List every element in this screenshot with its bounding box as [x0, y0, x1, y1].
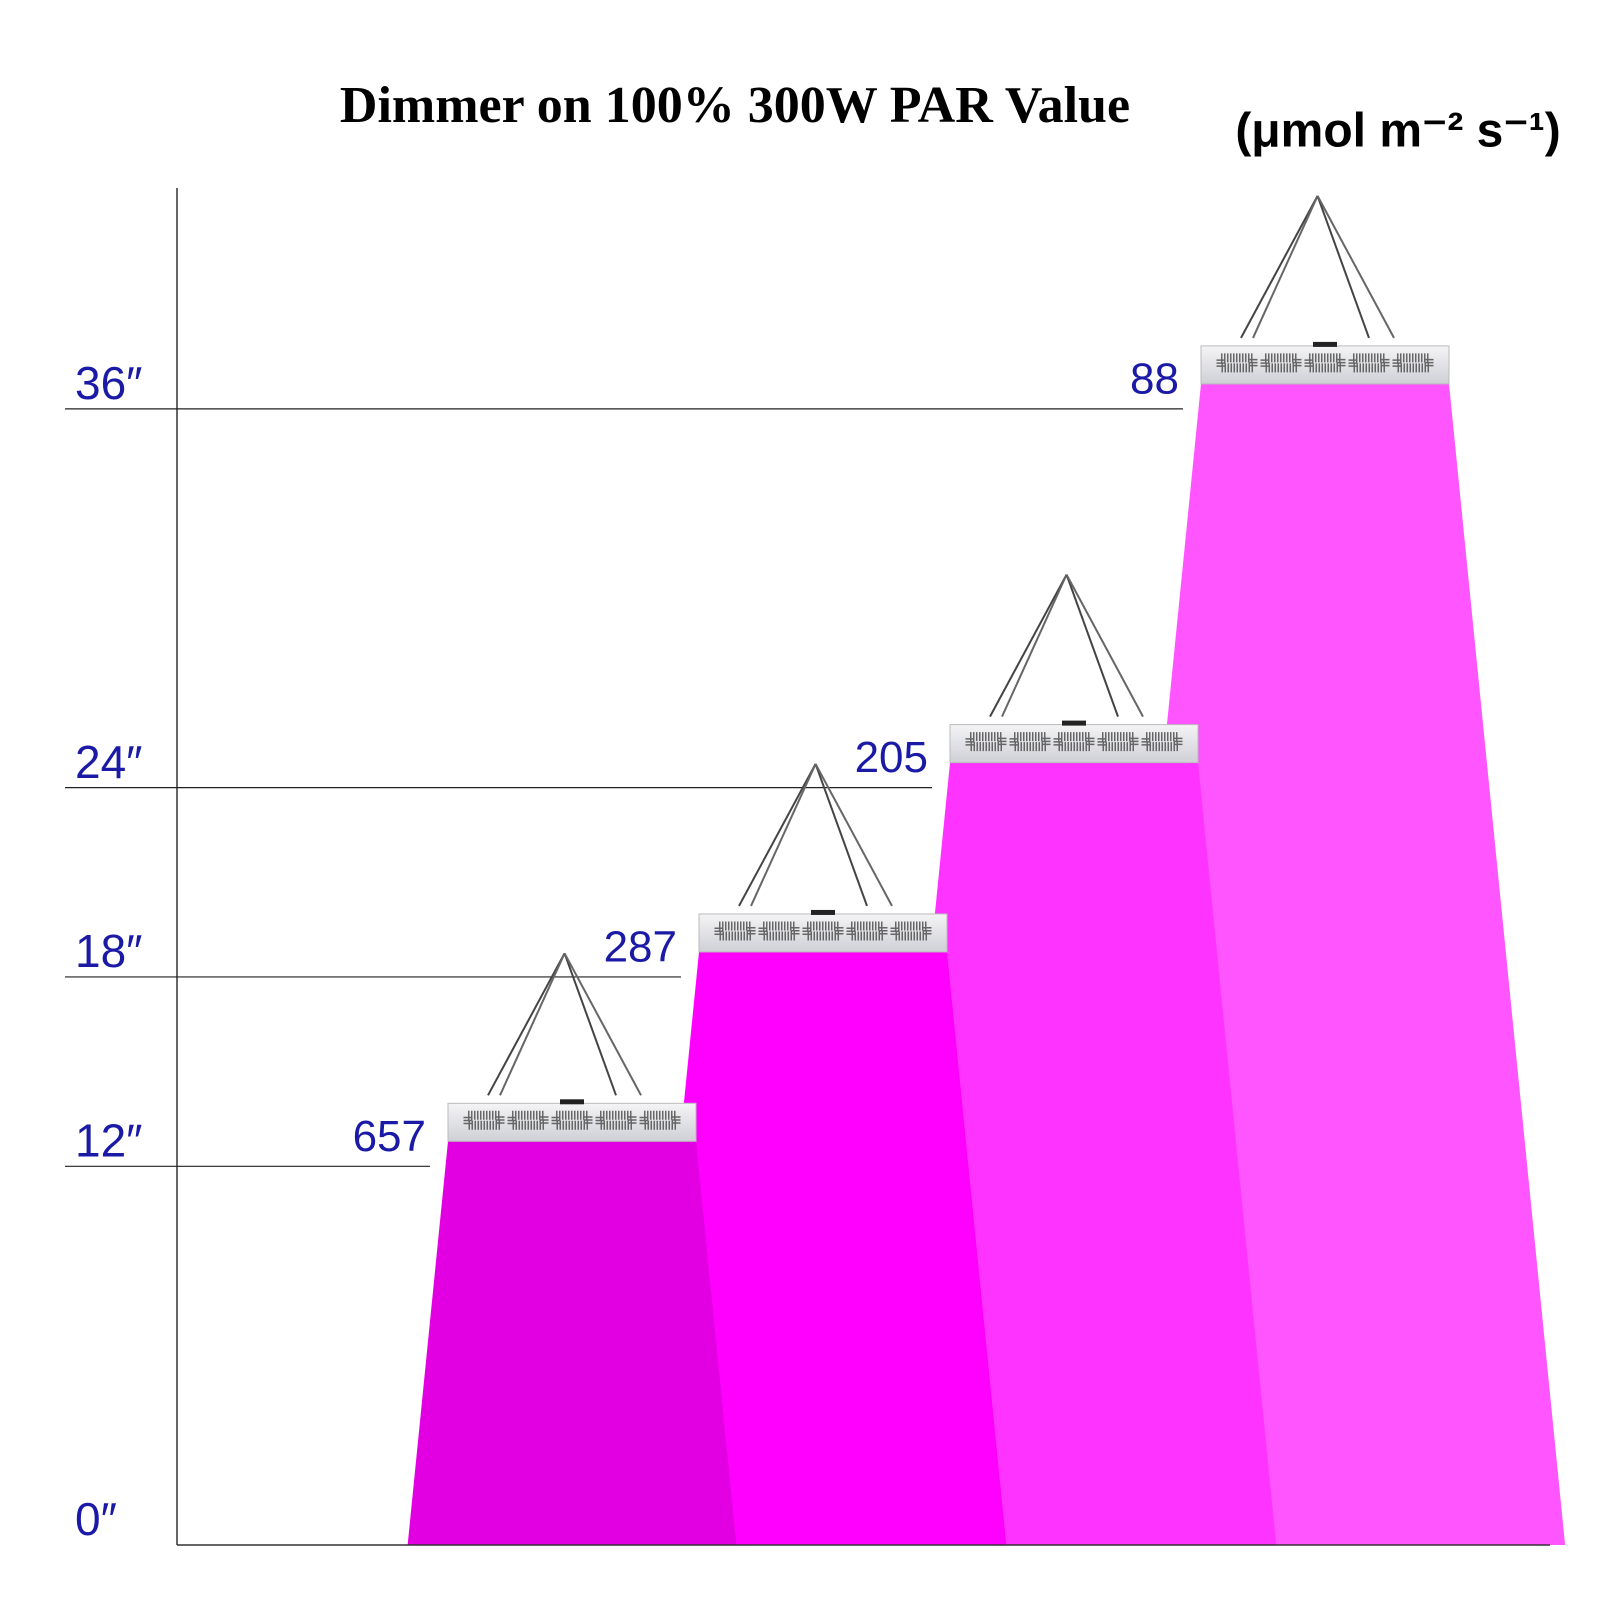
chart-title: Dimmer on 100% 300W PAR Value — [340, 77, 1130, 134]
lamp — [447, 952, 697, 1142]
unit-label: (μmol m⁻² s⁻¹) — [1235, 105, 1560, 158]
hanger-wire — [814, 763, 868, 907]
lamp — [949, 574, 1199, 764]
hanger-wire — [989, 574, 1068, 718]
vent — [758, 921, 800, 941]
vent — [802, 921, 844, 941]
foreground: 0″ 12″ 18″ 24″ 36″ 657 287 205 88 — [65, 195, 1550, 1546]
lamp — [698, 763, 948, 953]
lamp-knob — [1313, 341, 1337, 347]
vent — [639, 1110, 681, 1130]
cones — [407, 383, 1566, 1545]
hanger-wire — [1065, 574, 1144, 718]
y-tick-label: 24″ — [75, 736, 142, 788]
vent — [463, 1110, 505, 1130]
vent — [551, 1110, 593, 1130]
hanger-wire — [738, 763, 817, 907]
value-label: 287 — [604, 923, 677, 972]
vent — [1260, 353, 1302, 373]
vent — [1216, 353, 1258, 373]
vent — [1304, 353, 1346, 373]
hanger-wire — [814, 763, 893, 907]
hanger-wire — [1065, 574, 1119, 717]
hanger-wire — [499, 952, 566, 1096]
lamp — [1200, 195, 1450, 385]
value-label: 657 — [353, 1112, 426, 1161]
value-label: 205 — [855, 733, 928, 782]
hanger-wire — [1001, 574, 1068, 718]
vent — [1009, 732, 1051, 752]
hanger-wire — [1252, 195, 1319, 339]
vent — [1097, 732, 1139, 752]
vent — [1392, 353, 1434, 373]
hanger-wire — [1316, 195, 1370, 339]
hanger-wire — [1316, 195, 1395, 339]
vent — [1141, 732, 1183, 752]
hanger-wire — [563, 952, 617, 1096]
vent — [965, 732, 1007, 752]
vent — [1053, 732, 1095, 752]
light-cone — [407, 1141, 737, 1545]
y-tick-label: 12″ — [75, 1114, 142, 1166]
value-label: 88 — [1130, 355, 1179, 404]
vent — [1348, 353, 1390, 373]
vent — [890, 921, 932, 941]
lamp-knob — [811, 909, 835, 915]
vent — [595, 1110, 637, 1130]
y-tick-label: 0″ — [75, 1493, 117, 1545]
hanger-wire — [750, 763, 817, 907]
hanger-wire — [563, 952, 642, 1096]
vent — [846, 921, 888, 941]
lamp-knob — [560, 1099, 584, 1105]
lamp-knob — [1062, 720, 1086, 726]
y-tick-label: 36″ — [75, 357, 142, 409]
vent — [507, 1110, 549, 1130]
hanger-wire — [1240, 195, 1319, 339]
light-cone — [639, 951, 1007, 1545]
vent — [714, 921, 756, 941]
hanger-wire — [487, 952, 566, 1096]
y-tick-label: 18″ — [75, 925, 142, 977]
